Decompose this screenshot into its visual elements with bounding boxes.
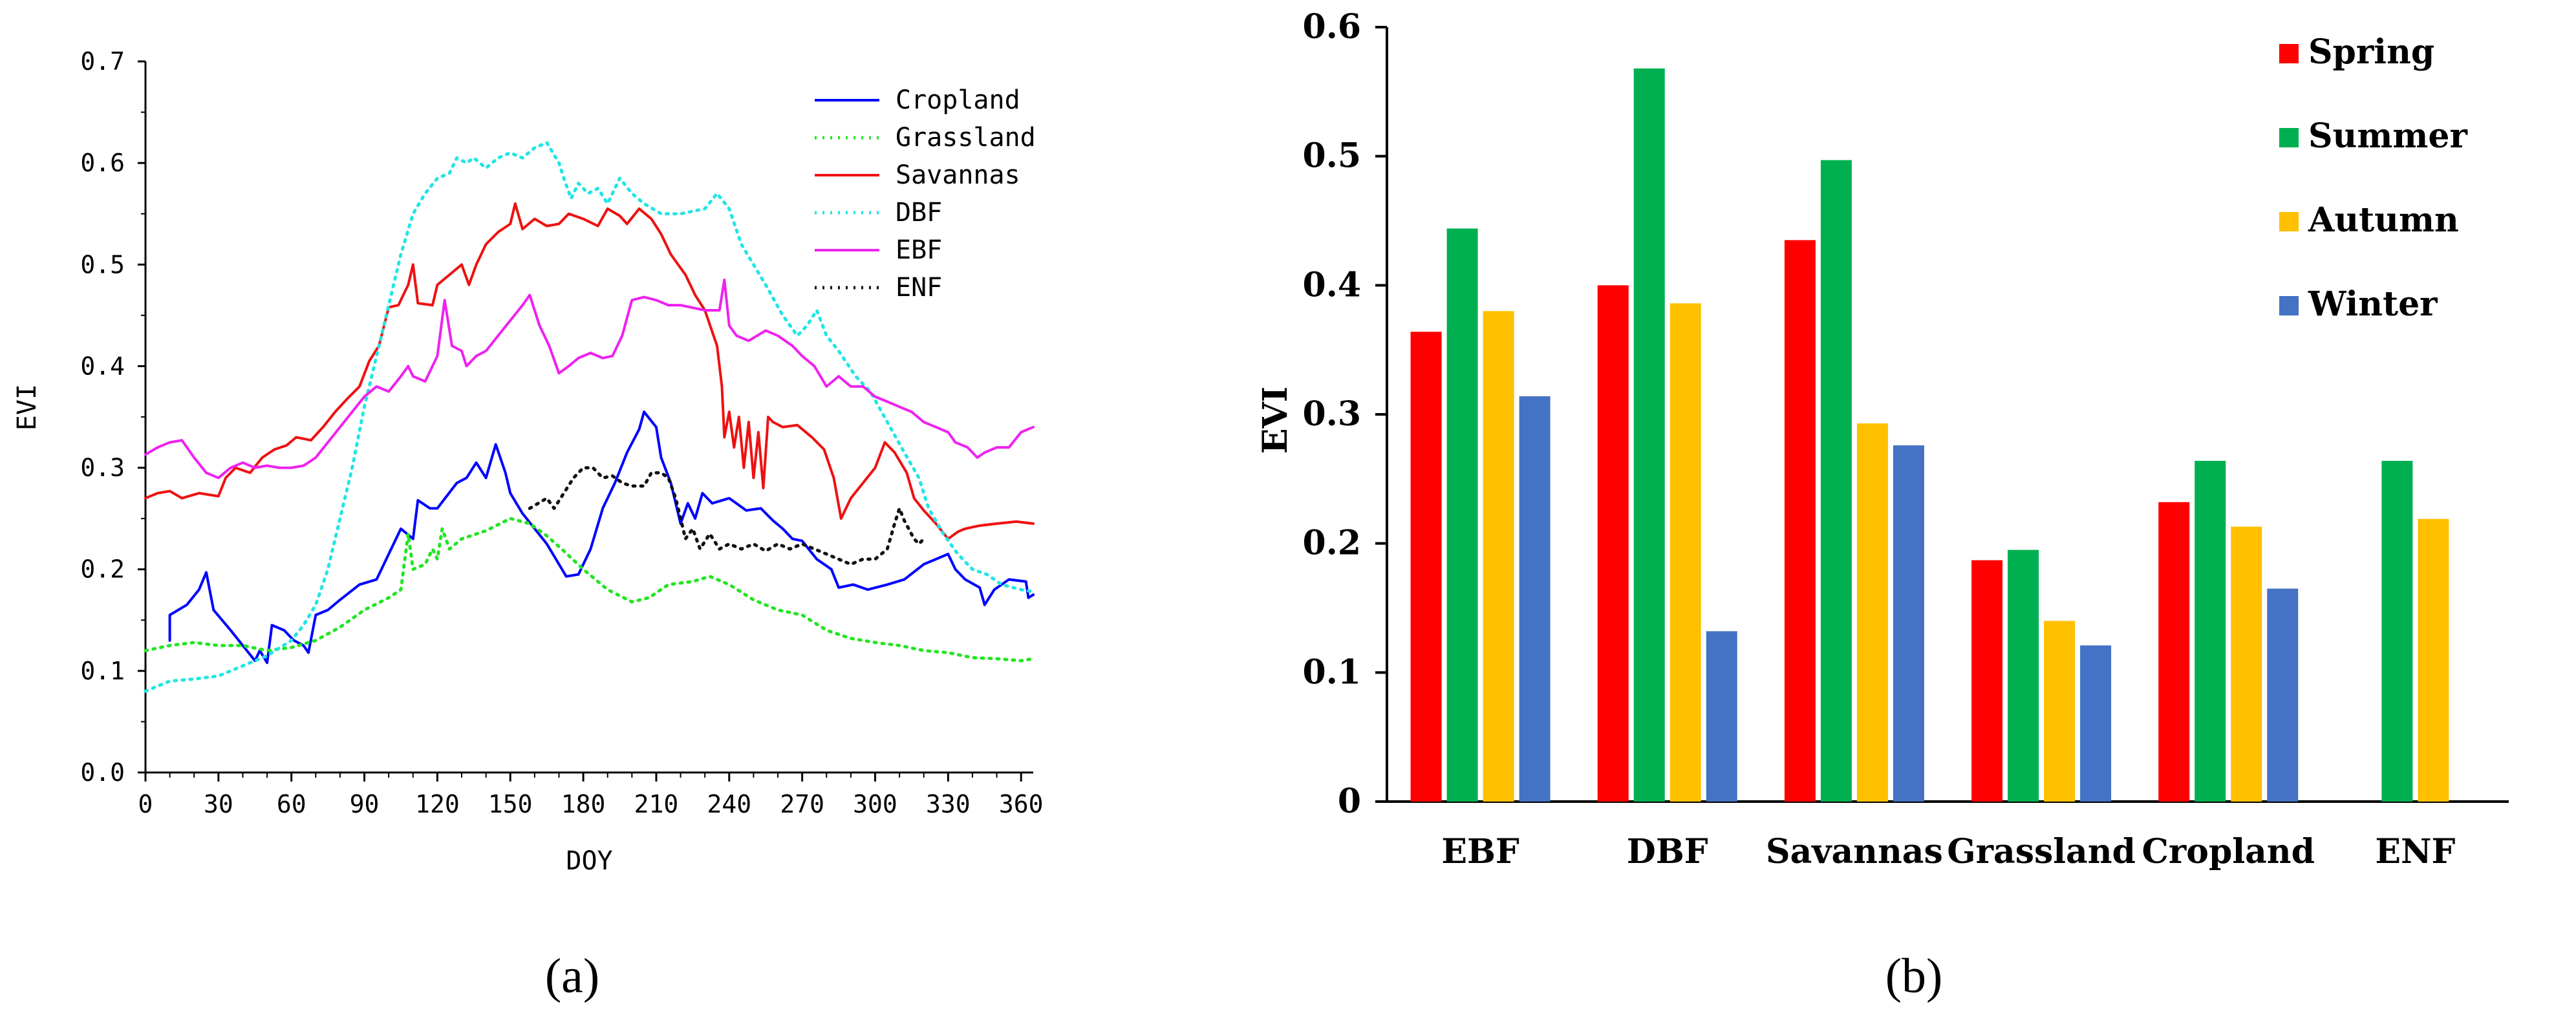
b-legend-label-autumn: Autumn — [2308, 200, 2459, 240]
a-y-tick-label: 0.5 — [80, 250, 125, 279]
a-x-tick-label: 210 — [634, 790, 679, 818]
b-bar-grassland-autumn — [2044, 621, 2076, 802]
b-bar-ebf-winter — [1519, 396, 1551, 802]
b-y-tick-label: 0.6 — [1303, 7, 1361, 47]
b-bar-savannas-winter — [1893, 445, 1924, 802]
b-bar-cropland-winter — [2267, 588, 2299, 802]
b-x-category-label: DBF — [1627, 832, 1708, 871]
a-x-axis-title: DOY — [566, 846, 612, 876]
a-series-line-enf — [528, 466, 926, 566]
b-bar-cropland-autumn — [2231, 526, 2262, 802]
b-bar-ebf-autumn — [1483, 311, 1514, 802]
b-bar-enf-autumn — [2418, 518, 2449, 802]
a-x-tick-label: 150 — [488, 790, 533, 818]
b-y-tick-label: 0 — [1338, 782, 1361, 821]
b-x-category-label: Savannas — [1766, 832, 1943, 871]
b-bar-savannas-autumn — [1856, 423, 1888, 802]
b-bar-ebf-summer — [1446, 228, 1478, 802]
panel-a-line-chart: 0.0 0.1 0.2 0.3 0.4 0.5 0.6 0.7 0 30 60 90 120 150 180… — [12, 47, 1044, 876]
b-x-category-label: EBF — [1441, 832, 1519, 871]
b-legend-swatch-summer — [2279, 128, 2299, 147]
b-bar-enf-summer — [2381, 460, 2413, 802]
b-x-category-label: Cropland — [2142, 832, 2315, 871]
b-legend-label-spring: Spring — [2308, 32, 2434, 72]
b-bar-cropland-spring — [2158, 502, 2190, 802]
a-y-tick-label: 0.1 — [80, 657, 125, 685]
b-bar-grassland-winter — [2080, 645, 2112, 802]
a-x-tick-label: 180 — [561, 790, 606, 818]
b-bar-dbf-summer — [1633, 68, 1665, 802]
b-y-tick-label: 0.2 — [1303, 524, 1361, 563]
caption-a: (a) — [545, 949, 599, 1003]
a-legend-label-dbf: DBF — [896, 198, 942, 228]
a-x-tick-label: 360 — [999, 790, 1044, 818]
b-y-tick-label: 0.3 — [1303, 394, 1361, 434]
b-bar-dbf-winter — [1706, 631, 1737, 802]
a-series-line-ebf — [144, 278, 1035, 480]
a-x-tick-label: 300 — [853, 790, 897, 818]
caption-b: (b) — [1885, 949, 1943, 1003]
b-x-category-label: Grassland — [1947, 832, 2136, 871]
a-y-tick-label: 0.3 — [80, 454, 125, 482]
b-bar-dbf-autumn — [1669, 303, 1701, 802]
b-bar-ebf-spring — [1410, 332, 1442, 802]
a-x-tick-label: 90 — [350, 790, 380, 818]
b-bar-savannas-spring — [1784, 240, 1816, 802]
a-y-axis-title: EVI — [12, 384, 42, 431]
a-y-tick-label: 0.2 — [80, 555, 125, 584]
a-y-tick-label: 0.6 — [80, 149, 125, 177]
b-x-category-label: ENF — [2375, 832, 2455, 871]
b-bar-savannas-summer — [1820, 160, 1852, 802]
b-y-axis-title: EVI — [1256, 387, 1295, 454]
panel-b-bar-chart: 0 0.1 0.2 0.3 0.4 0.5 0.6 EVI EBF DBF Savannas Gras… — [1256, 7, 2509, 871]
a-series-line-dbf — [144, 141, 1035, 693]
b-bar-cropland-summer — [2195, 460, 2226, 802]
a-legend-label-cropland: Cropland — [896, 85, 1020, 115]
b-y-tick-label: 0.4 — [1303, 265, 1361, 304]
b-bar-grassland-summer — [2008, 549, 2039, 802]
a-legend-label-grassland: Grassland — [896, 123, 1036, 153]
a-y-tick-label: 0.7 — [80, 47, 125, 76]
a-series-line-cropland — [168, 410, 1035, 665]
a-y-tick-label: 0.0 — [80, 758, 125, 787]
b-y-tick-label: 0.5 — [1303, 136, 1361, 176]
b-legend-label-summer: Summer — [2308, 116, 2467, 156]
a-x-tick-label: 30 — [204, 790, 233, 818]
a-series-line-savannas — [144, 202, 1035, 540]
b-y-tick-label: 0.1 — [1303, 652, 1361, 692]
b-legend-swatch-spring — [2279, 44, 2299, 63]
b-legend-label-winter: Winter — [2308, 284, 2438, 324]
a-y-tick-label: 0.4 — [80, 352, 125, 380]
a-x-tick-label: 270 — [780, 790, 824, 818]
a-x-tick-label: 240 — [707, 790, 751, 818]
b-bar-dbf-spring — [1597, 285, 1629, 802]
a-x-tick-label: 330 — [926, 790, 971, 818]
a-x-tick-label: 120 — [415, 790, 460, 818]
a-legend-label-ebf: EBF — [896, 235, 942, 265]
a-x-tick-label: 0 — [138, 790, 153, 818]
b-bar-grassland-spring — [1971, 560, 2003, 802]
a-legend-label-savannas: Savannas — [896, 160, 1020, 190]
a-series-line-grassland — [144, 516, 1035, 663]
b-legend-swatch-autumn — [2279, 212, 2299, 231]
b-legend-swatch-winter — [2279, 296, 2299, 315]
a-legend-label-enf: ENF — [896, 273, 942, 303]
a-x-tick-label: 60 — [277, 790, 306, 818]
